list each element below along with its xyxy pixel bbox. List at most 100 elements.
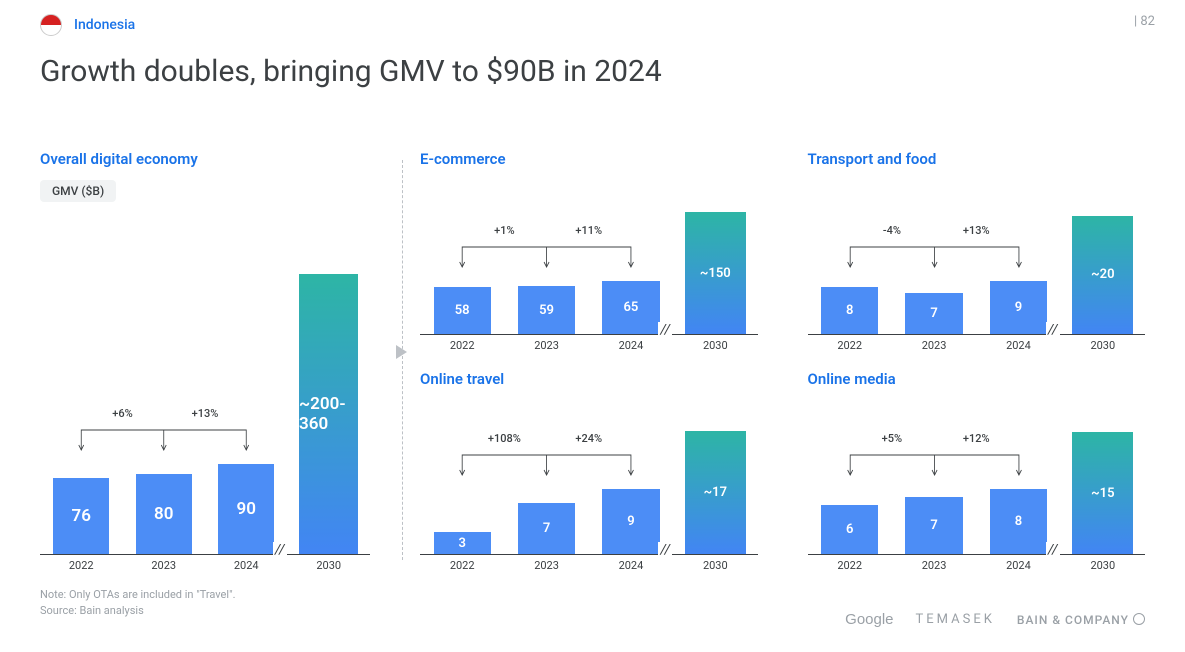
axis-break-icon: //	[658, 542, 672, 558]
note-line: Note: Only OTAs are included in "Travel"…	[40, 587, 236, 602]
bar: 76	[53, 478, 109, 554]
bar: 6	[821, 505, 878, 554]
x-tick-label: 2024	[589, 339, 673, 352]
bar-future: ~200-360	[299, 274, 358, 554]
bar-slot: 80	[123, 474, 206, 554]
panel-title: Online media	[808, 370, 1146, 388]
axis-break-icon: //	[658, 322, 672, 338]
bar-slot: ~150	[673, 212, 757, 334]
bar-slot: ~200-360	[288, 274, 371, 554]
x-tick-label: 2024	[976, 339, 1060, 352]
panel-travel: Online travel +108%+24%379~17//202220232…	[420, 370, 758, 572]
bar: 3	[434, 532, 491, 554]
bar-slot: 90	[205, 464, 288, 554]
x-tick-label: 2023	[892, 559, 976, 572]
x-tick-label: 2023	[504, 339, 588, 352]
country-label: Indonesia	[74, 17, 135, 33]
bar-chart: +108%+24%379~17//2022202320242030	[420, 425, 758, 572]
flag-icon	[40, 14, 62, 36]
page-number: | 82	[1134, 14, 1155, 29]
panel-overall: Overall digital economy GMV ($B) +6%+13%…	[40, 150, 370, 572]
bars-row: 76 80 90 ~200-360 //	[40, 255, 370, 555]
bar: 58	[434, 287, 491, 334]
panel-title: Overall digital economy	[40, 150, 370, 168]
bain-logo: BAIN & COMPANY	[1017, 613, 1145, 627]
x-tick-label: 2023	[892, 339, 976, 352]
x-tick-label: 2022	[808, 559, 892, 572]
bars-row: 58 59 65 ~150 //	[420, 205, 758, 335]
bars-row: 3 79 ~17 //	[420, 425, 758, 555]
x-tick-label: 2022	[420, 559, 504, 572]
bar: 7	[518, 503, 575, 554]
bar-chart: +6%+13%768090~200-360//2022202320242030	[40, 255, 370, 572]
x-tick-label: 2022	[808, 339, 892, 352]
x-tick-label: 2030	[673, 559, 757, 572]
footer-note: Note: Only OTAs are included in "Travel"…	[40, 587, 236, 618]
panel-title: E-commerce	[420, 150, 758, 168]
bar-slot: 3	[420, 532, 504, 554]
bar-future: ~20	[1072, 216, 1133, 334]
footer-logos: Google TEMASEK BAIN & COMPANY	[845, 611, 1145, 628]
x-tick-label: 2023	[123, 559, 206, 572]
google-logo: Google	[845, 611, 893, 628]
bar: 80	[136, 474, 192, 554]
x-tick-label: 2030	[673, 339, 757, 352]
bar-slot: 59	[504, 286, 588, 334]
x-tick-label: 2030	[288, 559, 371, 572]
x-tick-label: 2022	[420, 339, 504, 352]
axis-break-icon: //	[1046, 322, 1060, 338]
gmv-pill: GMV ($B)	[40, 180, 116, 202]
bars-row: 879 ~20 //	[808, 205, 1146, 335]
bars-row: 678 ~15 //	[808, 425, 1146, 555]
bar: 8	[821, 287, 878, 334]
panel-title: Transport and food	[808, 150, 1146, 168]
bar-slot: 7	[504, 503, 588, 554]
x-tick-label: 2030	[1061, 559, 1145, 572]
bar: 90	[218, 464, 274, 554]
source-line: Source: Bain analysis	[40, 603, 236, 618]
axis-break-icon: //	[1046, 542, 1060, 558]
x-axis: 2022202320242030	[420, 339, 758, 352]
bar: 7	[905, 497, 962, 554]
bar-future: ~17	[685, 431, 746, 554]
x-tick-label: 2024	[589, 559, 673, 572]
bar-slot: 8	[808, 287, 892, 334]
bar: 7	[905, 293, 962, 334]
bar-future: ~150	[685, 212, 746, 334]
x-axis: 2022202320242030	[808, 559, 1146, 572]
bar: 59	[518, 286, 575, 334]
panel-ecommerce: E-commerce +1%+11%585965~150//2022202320…	[420, 150, 758, 352]
x-tick-label: 2024	[976, 559, 1060, 572]
bar-slot: 7	[892, 497, 976, 554]
panel-media: Online media +5%+12%678~15//202220232024…	[808, 370, 1146, 572]
bar: 65	[602, 281, 659, 334]
panel-transport: Transport and food -4%+13%879~20//202220…	[808, 150, 1146, 352]
x-axis: 2022202320242030	[420, 559, 758, 572]
x-tick-label: 2022	[40, 559, 123, 572]
bar-slot: ~15	[1061, 432, 1145, 554]
panel-title: Online travel	[420, 370, 758, 388]
bar: 9	[602, 489, 659, 554]
slide-header: Indonesia	[0, 0, 1185, 36]
bar-slot: 6	[808, 505, 892, 554]
temasek-logo: TEMASEK	[916, 612, 995, 627]
bar-future: ~15	[1072, 432, 1133, 554]
bar-chart: +1%+11%585965~150//2022202320242030	[420, 205, 758, 352]
x-tick-label: 2023	[504, 559, 588, 572]
axis-break-icon: //	[273, 542, 287, 558]
x-axis: 2022202320242030	[808, 339, 1146, 352]
x-axis: 2022202320242030	[40, 559, 370, 572]
bar-slot: ~20	[1061, 216, 1145, 334]
bar-slot: ~17	[673, 431, 757, 554]
bar-chart: -4%+13%879~20//2022202320242030	[808, 205, 1146, 352]
bar: 8	[990, 489, 1047, 554]
bar-slot: 76	[40, 478, 123, 554]
x-tick-label: 2030	[1061, 339, 1145, 352]
bar-slot: 7	[892, 293, 976, 334]
x-tick-label: 2024	[205, 559, 288, 572]
charts-grid: Overall digital economy GMV ($B) +6%+13%…	[40, 150, 1145, 572]
slide-title: Growth doubles, bringing GMV to $90B in …	[0, 36, 1185, 89]
bar-chart: +5%+12%678~15//2022202320242030	[808, 425, 1146, 572]
bar: 9	[990, 281, 1047, 334]
bar-slot: 58	[420, 287, 504, 334]
